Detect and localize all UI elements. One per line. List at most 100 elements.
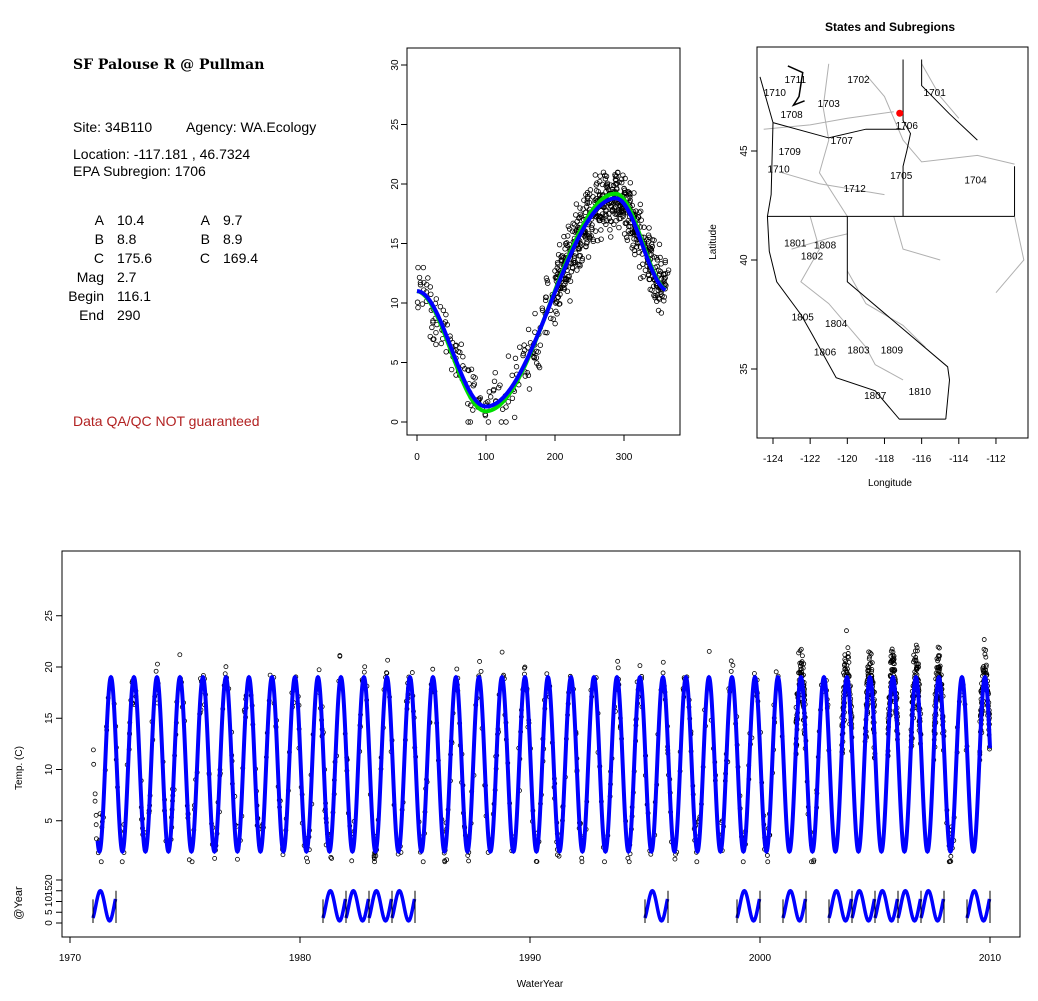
data-point <box>505 353 512 359</box>
inset-y-tick-label: 0 <box>44 920 55 926</box>
inset-y-label: @Year <box>13 886 25 920</box>
data-point <box>471 381 478 387</box>
param-label: B <box>94 231 104 247</box>
data-point <box>545 280 551 286</box>
data-point <box>866 656 872 662</box>
region-label: 1808 <box>814 241 837 252</box>
data-point <box>631 247 638 254</box>
data-point <box>361 669 367 675</box>
site-id: Site: 34B110 <box>73 119 153 135</box>
data-point <box>740 859 746 865</box>
x-tick-label: -118 <box>875 454 895 465</box>
data-point <box>554 299 560 305</box>
data-point <box>616 216 622 222</box>
data-point <box>661 276 667 282</box>
data-point <box>465 401 471 407</box>
data-point <box>800 653 805 659</box>
data-point <box>362 664 368 670</box>
data-point <box>842 652 848 658</box>
data-point <box>648 252 655 258</box>
data-point <box>846 654 852 660</box>
data-point <box>653 298 660 304</box>
data-point <box>980 667 986 673</box>
data-point <box>503 404 509 410</box>
data-point <box>543 275 550 281</box>
data-point <box>841 670 846 676</box>
data-point <box>535 363 542 369</box>
data-point <box>981 637 987 642</box>
data-point <box>627 223 633 229</box>
data-point <box>662 259 668 266</box>
x-tick-label: -122 <box>800 454 820 465</box>
data-point <box>478 668 484 674</box>
data-point <box>575 261 581 268</box>
data-point <box>492 369 498 376</box>
data-point <box>222 671 228 677</box>
data-point <box>913 642 919 648</box>
data-point <box>600 169 607 176</box>
fit-line-blue <box>416 196 667 409</box>
data-point <box>465 419 471 425</box>
data-point <box>612 173 619 179</box>
param-value: 175.6 <box>117 250 153 266</box>
data-point <box>660 659 666 665</box>
data-point <box>577 240 584 247</box>
data-point <box>937 653 943 659</box>
x-tick-label: -120 <box>837 454 857 465</box>
region-label: 1710 <box>764 88 787 99</box>
data-point <box>981 646 987 652</box>
data-point <box>658 289 664 295</box>
data-point <box>798 663 803 669</box>
data-point <box>316 667 322 673</box>
data-point <box>773 669 779 675</box>
param-label: C <box>93 250 104 266</box>
y-tick-label: 5 <box>390 359 401 365</box>
data-point <box>443 349 449 355</box>
data-point <box>797 660 803 666</box>
data-point <box>658 310 665 316</box>
data-point <box>550 316 557 322</box>
data-point <box>620 172 626 178</box>
data-point <box>571 255 578 261</box>
data-point <box>889 668 895 674</box>
y-tick-label: 10 <box>44 764 55 776</box>
data-point <box>430 319 436 326</box>
data-point <box>890 658 896 664</box>
param-value-2: 169.4 <box>223 250 259 266</box>
location: Location: -117.181 , 46.7324 <box>73 146 251 162</box>
region-label: 1711 <box>785 75 807 86</box>
y-tick-label: 20 <box>44 661 55 673</box>
data-point <box>577 214 583 221</box>
region-label: 1705 <box>890 171 913 182</box>
param-value: 116.1 <box>117 288 151 304</box>
data-point <box>636 249 642 256</box>
data-point <box>532 310 538 317</box>
inset-year-curve <box>735 888 762 923</box>
region-label: 1806 <box>814 348 837 359</box>
data-point <box>440 307 447 314</box>
data-point <box>372 859 377 865</box>
region-label: 1701 <box>924 88 947 99</box>
data-point <box>497 382 503 388</box>
data-point <box>416 274 423 281</box>
data-point <box>468 366 475 373</box>
data-point <box>223 664 229 670</box>
data-point <box>728 668 734 674</box>
data-point <box>427 333 433 340</box>
data-point <box>796 650 802 656</box>
inset-year-curve <box>850 888 877 923</box>
data-point <box>525 372 532 379</box>
x-tick-label: -116 <box>912 454 932 465</box>
data-point <box>868 651 874 657</box>
data-point <box>579 859 585 865</box>
y-tick-label: 0 <box>390 419 401 425</box>
data-point <box>521 347 528 353</box>
region-label: 1803 <box>847 345 870 356</box>
inset-y-tick-label: 15 <box>44 885 55 897</box>
data-point <box>579 855 585 861</box>
y-tick-label: 25 <box>44 610 55 622</box>
y-tick-label: 35 <box>739 363 750 375</box>
data-point <box>615 658 621 664</box>
region-label: 1704 <box>964 175 987 186</box>
